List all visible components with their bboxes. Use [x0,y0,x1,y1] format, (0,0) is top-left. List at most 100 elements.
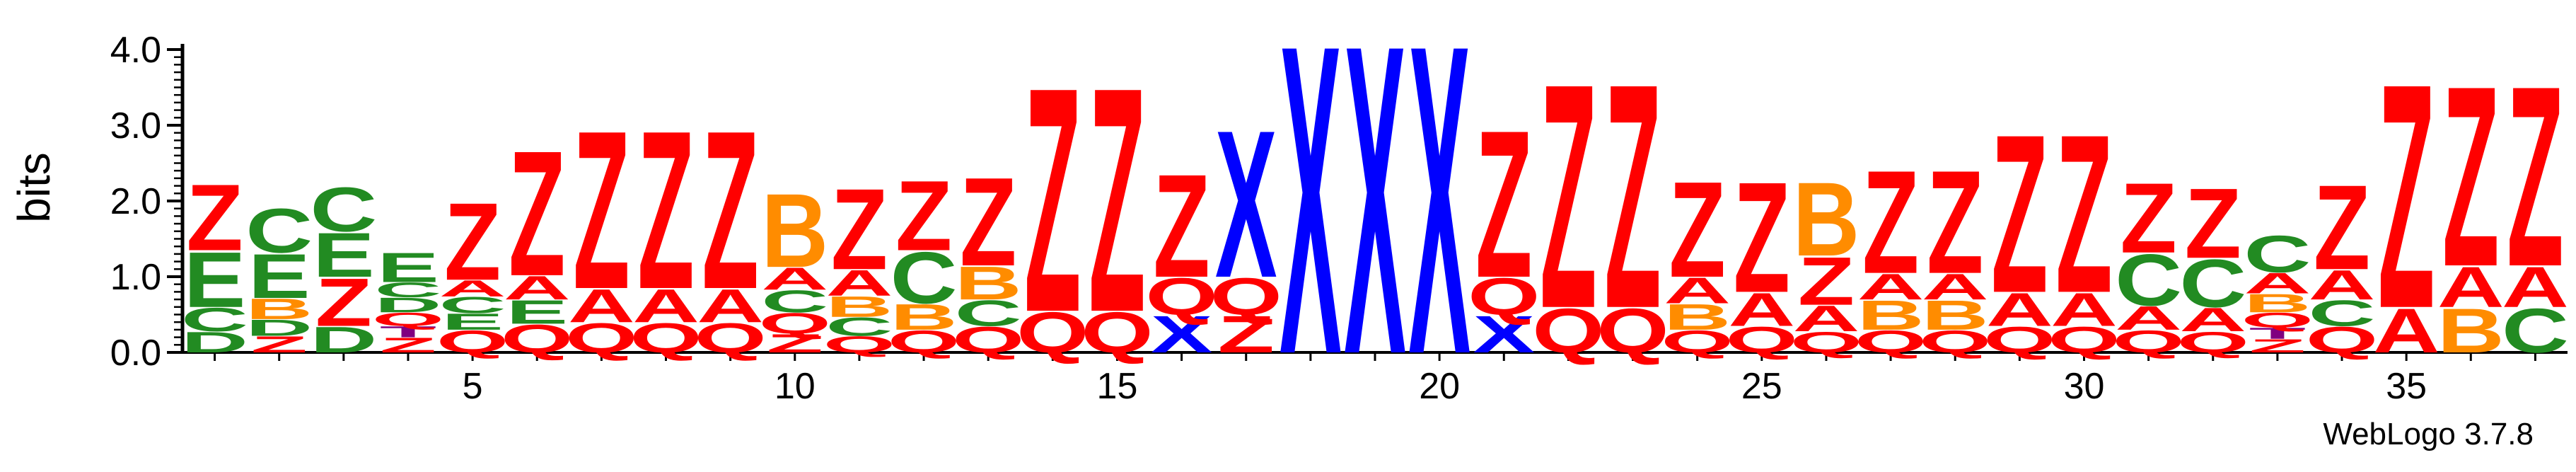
logo-letter: Z [2185,168,2241,279]
logo-letter: B [826,290,893,323]
logo-letter: Q [2048,320,2120,361]
logo-column: XQZ [1146,144,1218,364]
logo-letter: Q [436,324,509,359]
letter-stacks: DCEZZDBECDZECZTQDCEQECAZQEAZQAZQAZQAZZQC… [181,0,2569,447]
logo-column: QAZ [1983,87,2055,360]
logo-letter: Q [1596,295,1669,366]
logo-letter: Z [1927,140,1983,304]
logo-column: QZ [1016,21,1089,379]
logo-letter: Q [2241,309,2314,332]
logo-letter: Z [186,165,243,270]
logo-letter: Q [1855,324,1927,359]
logo-letter: A [2244,267,2311,300]
logo-letter: C [310,174,377,245]
logo-letter: Q [1210,267,1282,326]
logo-letter: D [375,294,442,317]
logo-letter: Z [2442,32,2499,320]
logo-letter: B [2244,289,2311,318]
logo-letter: Q [1532,295,1604,366]
logo-letter: Q [695,314,767,361]
logo-letter: X [1280,0,1342,447]
logo-letter: Z [1540,17,1596,376]
logo-letter: Q [2177,326,2249,359]
logo-letter: B [1857,292,1925,338]
logo-letter: Z [2507,32,2563,320]
logo-letter: X [1408,0,1470,447]
logo-letter: Z [315,265,372,340]
logo-letter: Z [251,332,308,358]
logo-letter: C [2502,295,2569,366]
logo-letter: A [1793,299,1860,340]
logo-letter: X [1151,304,1213,364]
x-axis: 5 10 15 20 25 30 35 [182,351,2568,407]
logo-letter: Z [2249,335,2306,357]
logo-letter: A [632,280,700,333]
y-tick-label: 3.0 [110,105,161,146]
logo-letter: Z [702,84,759,336]
logo-letter: Z [767,329,823,358]
logo-letter: Z [380,333,436,357]
logo-column: QAZ [2048,87,2120,360]
logo-letter: Q [2306,320,2378,361]
logo-letter: Q [1081,301,1153,365]
x-tick-label: 20 [1419,366,1460,407]
logo-letter: E [184,236,246,323]
logo-letter: A [697,280,764,333]
logo-letter: Z [2314,161,2370,296]
logo-letter: C [375,278,442,301]
logo-letter: A [2373,295,2440,366]
logo-letter: A [1664,270,1731,311]
logo-letter: A [2502,255,2569,320]
logo-letter: C [2115,240,2182,322]
logo-column: BAZ [2437,32,2505,366]
weblogo-credit: WebLogo 3.7.8 [2323,417,2534,451]
logo-letter: B [1793,160,1860,277]
logo-letter: Q [2113,324,2185,359]
logo-letter: A [568,280,635,333]
logo-letter: Q [759,307,831,340]
logo-letter: Z [1218,304,1275,364]
logo-letter: T [380,323,436,340]
logo-letter: Z [1475,86,1532,321]
logo-column: X [1344,0,1406,447]
logo-column: X [1408,0,1470,447]
logo-letter: Q [1468,267,1540,326]
logo-letter: T [2249,325,2306,343]
logo-letter: C [825,312,893,341]
logo-letter: C [245,195,313,266]
logo-letter: Z [637,84,694,336]
logo-letter: B [1922,292,1989,338]
logo-letter: A [1857,267,1925,308]
logo-letter: C [955,293,1022,334]
logo-letter: B [2437,295,2505,366]
logo-letter: X [1344,0,1406,447]
logo-letter: Z [1153,144,1209,308]
logo-letter: Z [831,166,888,294]
logo-letter: E [313,219,375,290]
logo-letter: E [506,293,568,330]
x-tick-label: 5 [463,366,483,407]
logo-letter: Q [1726,320,1798,361]
logo-letter: C [181,301,248,338]
logo-column: QAZ [630,84,702,362]
logo-letter: A [1728,284,1795,336]
logo-column: X [1280,0,1342,447]
logo-letter: C [2309,293,2376,334]
logo-letter: Z [2120,162,2177,273]
x-tick-label: 15 [1097,366,1138,407]
logo-column: QAZ [695,84,767,362]
logo-letter: A [2179,301,2246,338]
logo-letter: Q [372,309,444,330]
logo-letter: X [1215,86,1277,321]
